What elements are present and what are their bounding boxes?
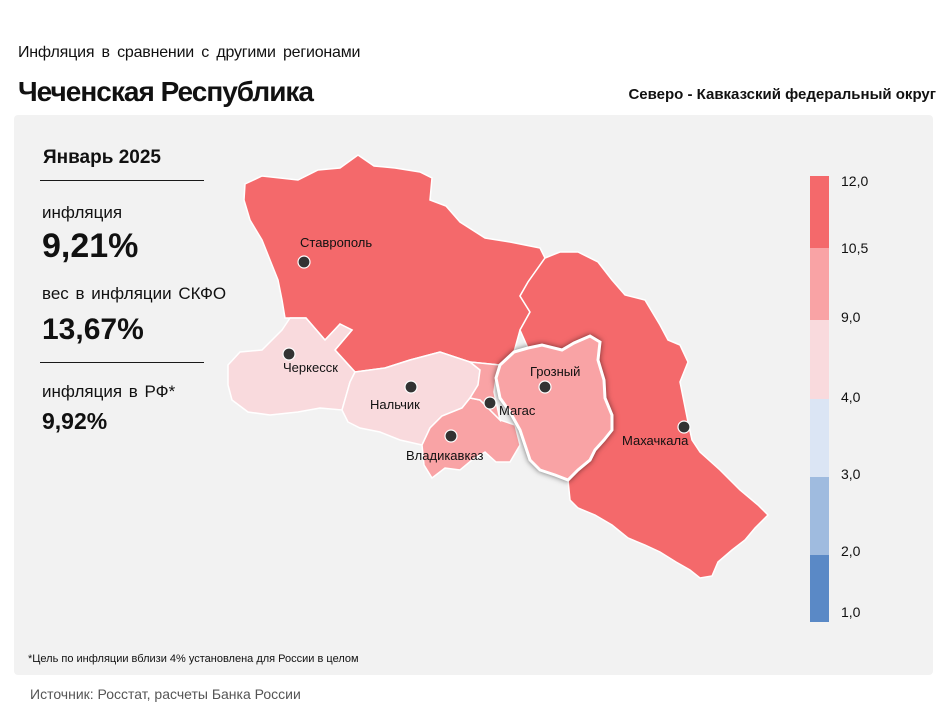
city-label: Нальчик	[370, 397, 420, 412]
city-label: Махачкала	[622, 433, 689, 448]
legend-tick: 10,5	[841, 240, 869, 256]
legend-tick: 2,0	[841, 543, 861, 559]
weight-label: вес в инфляции СКФО	[42, 284, 227, 303]
legend-tick: 3,0	[841, 466, 861, 482]
region-chechnya[interactable]	[494, 334, 614, 482]
city-vladikavkaz: Владикавказ	[406, 429, 484, 463]
district-name: Северо - Кавказский федеральный округ	[628, 86, 936, 103]
city-label: Черкесск	[283, 360, 338, 375]
period-label: Январь 2025	[43, 147, 161, 168]
divider	[40, 180, 204, 181]
legend-swatch	[810, 399, 829, 477]
city-cherkessk: Черкесск	[282, 347, 338, 375]
page-title: Чеченская Республика	[18, 76, 314, 107]
legend-tick: 1,0	[841, 604, 861, 620]
city-grozny: Грозный	[530, 364, 580, 394]
legend-tick: 9,0	[841, 309, 861, 325]
city-nalchik: Нальчик	[370, 380, 420, 412]
legend-tick: 12,0	[841, 173, 869, 189]
rf-inflation-label: инфляция в РФ*	[42, 382, 176, 401]
legend-tick: 4,0	[841, 389, 861, 405]
inflation-label: инфляция	[42, 203, 123, 222]
city-makhachkala: Махачкала	[622, 420, 691, 448]
city-stavropol: Ставрополь	[297, 235, 372, 269]
source-note: Источник: Росстат, расчеты Банка России	[30, 686, 301, 702]
subtitle: Инфляция в сравнении с другими регионами	[18, 44, 361, 61]
legend-swatch	[810, 176, 829, 248]
city-magas: Магас	[483, 396, 536, 418]
city-label: Грозный	[530, 364, 580, 379]
legend-swatch	[810, 320, 829, 399]
divider	[40, 362, 204, 363]
weight-value: 13,67%	[42, 313, 144, 346]
legend-swatch	[810, 555, 829, 622]
legend-swatch	[810, 477, 829, 555]
city-label: Владикавказ	[406, 448, 484, 463]
city-label: Магас	[499, 403, 536, 418]
region-karachay-cherkessia[interactable]	[227, 317, 356, 416]
legend-swatch	[810, 248, 829, 320]
rf-inflation-value: 9,92%	[42, 408, 108, 434]
city-label: Ставрополь	[300, 235, 372, 250]
inflation-value: 9,21%	[42, 227, 139, 265]
footnote: *Цель по инфляции вблизи 4% установлена …	[28, 653, 359, 665]
